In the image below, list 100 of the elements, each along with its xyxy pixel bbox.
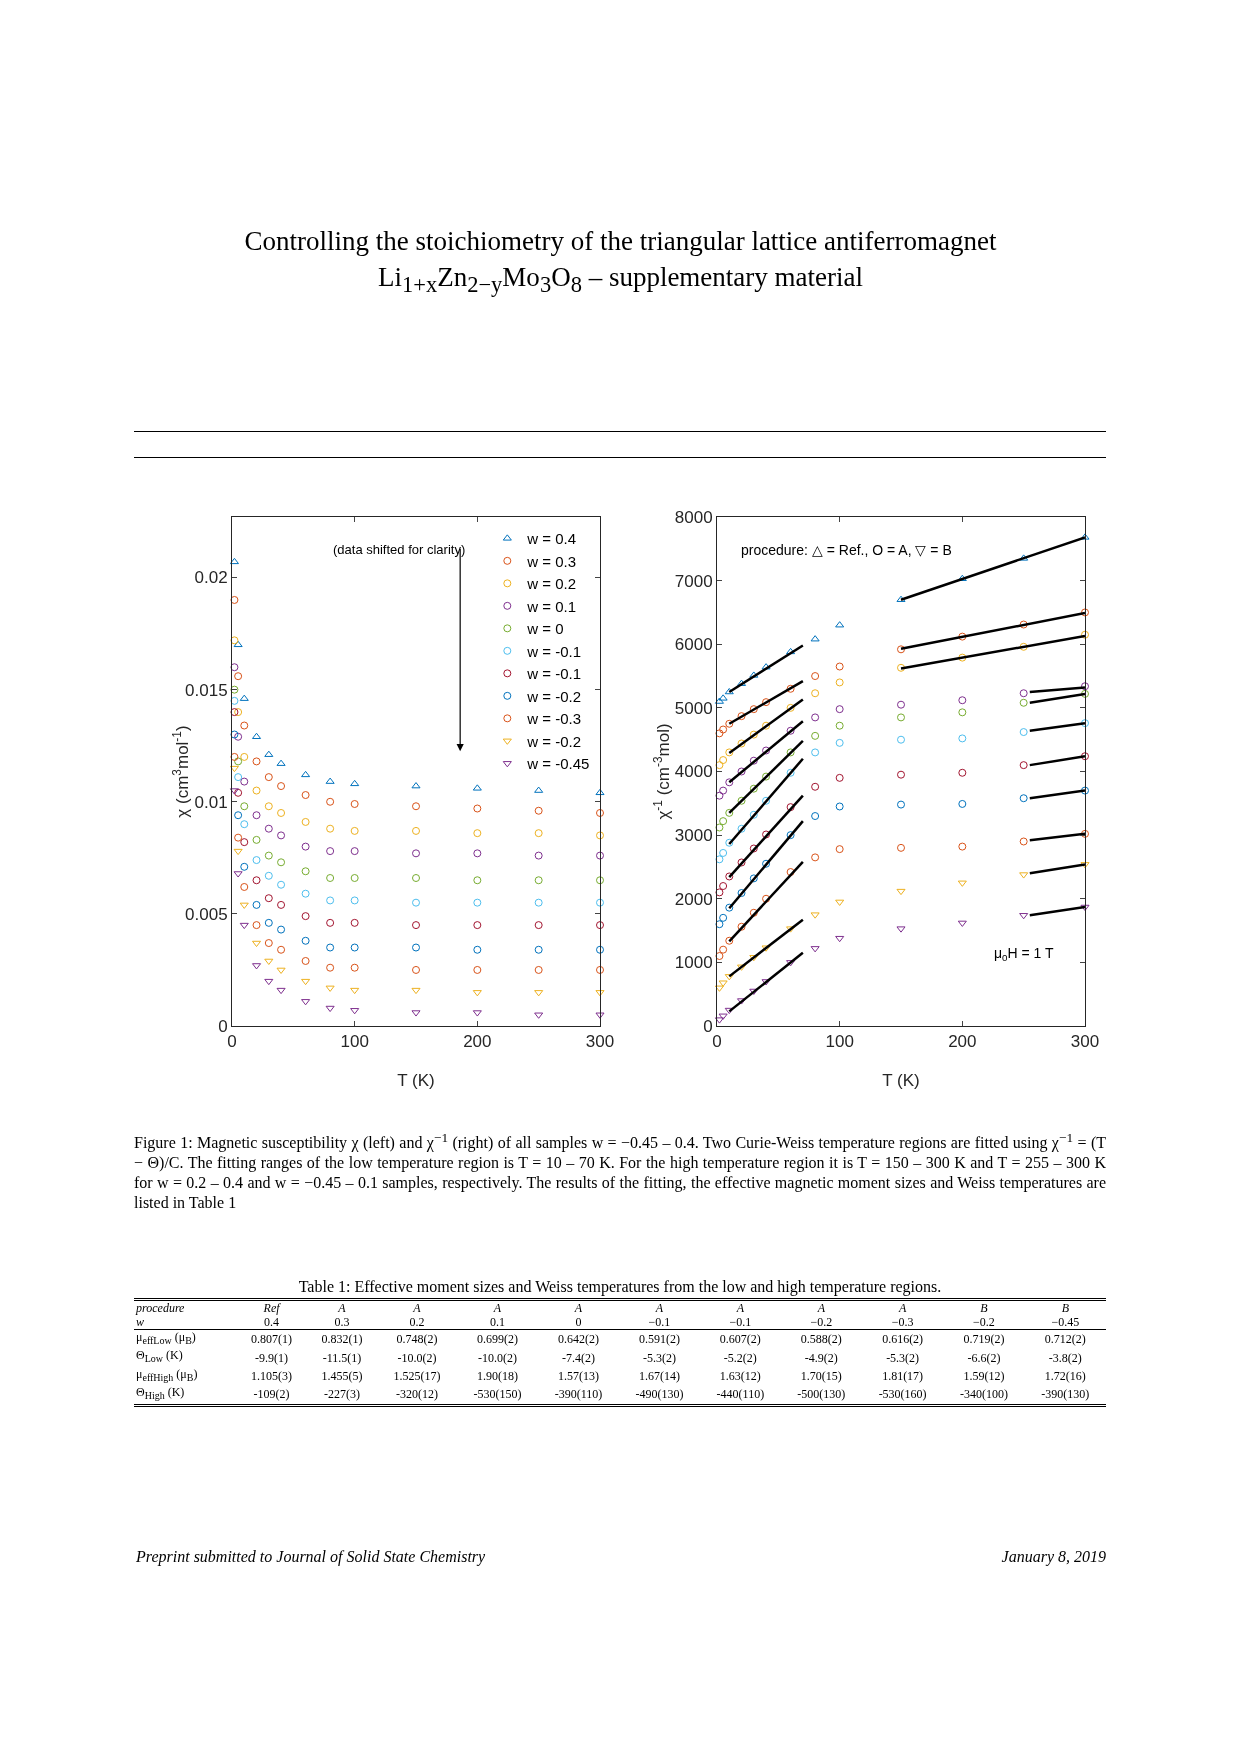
point: [737, 889, 746, 898]
point: [326, 797, 335, 806]
point: [596, 921, 604, 930]
text: -4.9(2): [803, 1349, 839, 1367]
point: [411, 1010, 421, 1017]
y-tick-label: 4000: [674, 762, 713, 782]
point: [229, 788, 239, 795]
point: [749, 784, 758, 793]
point: [277, 858, 286, 867]
y-tick-label: 0: [703, 1016, 713, 1036]
point: [239, 694, 249, 701]
point: [301, 978, 311, 986]
point: [724, 974, 734, 981]
text: Li$_{1+x}$Zn$_{2−y}$Mo$_{3}$O$_{8}$ – supplementary material: [377, 262, 864, 298]
text: 0.616(2): [881, 1331, 925, 1349]
point: [534, 965, 543, 974]
text: 0.591(2): [637, 1331, 681, 1349]
text: 0.607(2): [718, 1331, 762, 1349]
point: [719, 913, 728, 922]
point: [749, 671, 759, 678]
point: [473, 921, 482, 930]
text: 0.1: [456, 1315, 539, 1330]
text: 1.105(3): [250, 1367, 294, 1385]
text: Θ$_{High}$ (K): [135, 1385, 186, 1404]
point: [264, 918, 273, 927]
text: μ$_{effLow}$ (μ$_{B}$): [135, 1329, 197, 1349]
legend-label: w = 0: [526, 620, 564, 638]
point: [1019, 620, 1028, 629]
point: [761, 663, 771, 670]
point: [239, 902, 249, 909]
text: -9.9(1): [254, 1349, 290, 1367]
point: [786, 768, 795, 777]
point: [714, 985, 724, 992]
x-tick-label: 200: [463, 1032, 492, 1052]
point: [411, 987, 421, 995]
point: [749, 730, 758, 739]
x-tick-label: 100: [340, 1032, 369, 1052]
y-tick-label: 2000: [674, 889, 713, 909]
point: [724, 687, 734, 695]
text: -10.0(2): [477, 1349, 518, 1367]
point: [725, 808, 734, 817]
text: Ref: [262, 1300, 282, 1315]
point: [896, 595, 906, 602]
caption: Table 1: Effective moment sizes and Weiss temperatures from the low and high temperature regions.: [297, 1278, 943, 1296]
point: [276, 759, 286, 766]
point: [835, 899, 845, 906]
point: [252, 921, 261, 930]
point: [473, 829, 482, 838]
point: [350, 896, 359, 905]
point: [277, 808, 286, 817]
point: [350, 779, 360, 787]
text: -5.3(2): [885, 1349, 921, 1367]
point: [534, 876, 543, 885]
text: procedure: [134, 1300, 186, 1315]
point: [897, 735, 905, 744]
text: A: [735, 1300, 746, 1315]
legend-label: w = 0.4: [526, 530, 577, 548]
point: [301, 791, 310, 800]
text: w: [134, 1315, 237, 1330]
point: [596, 851, 604, 860]
text: 1.67(14): [637, 1367, 681, 1385]
legend-label: w = 0.2: [526, 575, 577, 593]
y-tick-label: 7000: [674, 571, 713, 591]
point: [233, 848, 243, 856]
text: 1.81(17): [881, 1367, 925, 1385]
text: 1.59(12): [962, 1367, 1006, 1385]
point: [595, 788, 605, 796]
point: [230, 685, 239, 694]
point: [749, 810, 758, 819]
point: [277, 900, 286, 909]
point: [264, 958, 274, 965]
point: [1019, 728, 1028, 737]
point: [897, 843, 905, 852]
text: -7.4(2): [560, 1349, 596, 1367]
point: [737, 824, 746, 833]
point: [725, 903, 734, 912]
point: [240, 838, 249, 847]
point: [897, 645, 905, 654]
point: [1019, 794, 1028, 803]
point: [761, 945, 771, 952]
point: [252, 786, 261, 795]
point: [350, 1008, 360, 1015]
point: [786, 960, 796, 967]
text: −0.45: [1024, 1315, 1106, 1330]
point: [1081, 608, 1089, 617]
text: -390(130): [1040, 1386, 1091, 1404]
text: -530(150): [472, 1386, 523, 1404]
point: [896, 888, 906, 896]
point: [958, 696, 967, 705]
text: 0.4: [236, 1315, 307, 1330]
point: [958, 768, 967, 777]
point: [1019, 872, 1029, 879]
point: [350, 963, 359, 972]
y-tick-label: 8000: [674, 507, 713, 527]
legend-label: w = -0.2: [526, 687, 582, 705]
y-tick-label: 6000: [674, 635, 713, 655]
point: [749, 955, 759, 962]
point: [835, 845, 844, 854]
point: [786, 726, 795, 735]
point: [1019, 689, 1028, 698]
